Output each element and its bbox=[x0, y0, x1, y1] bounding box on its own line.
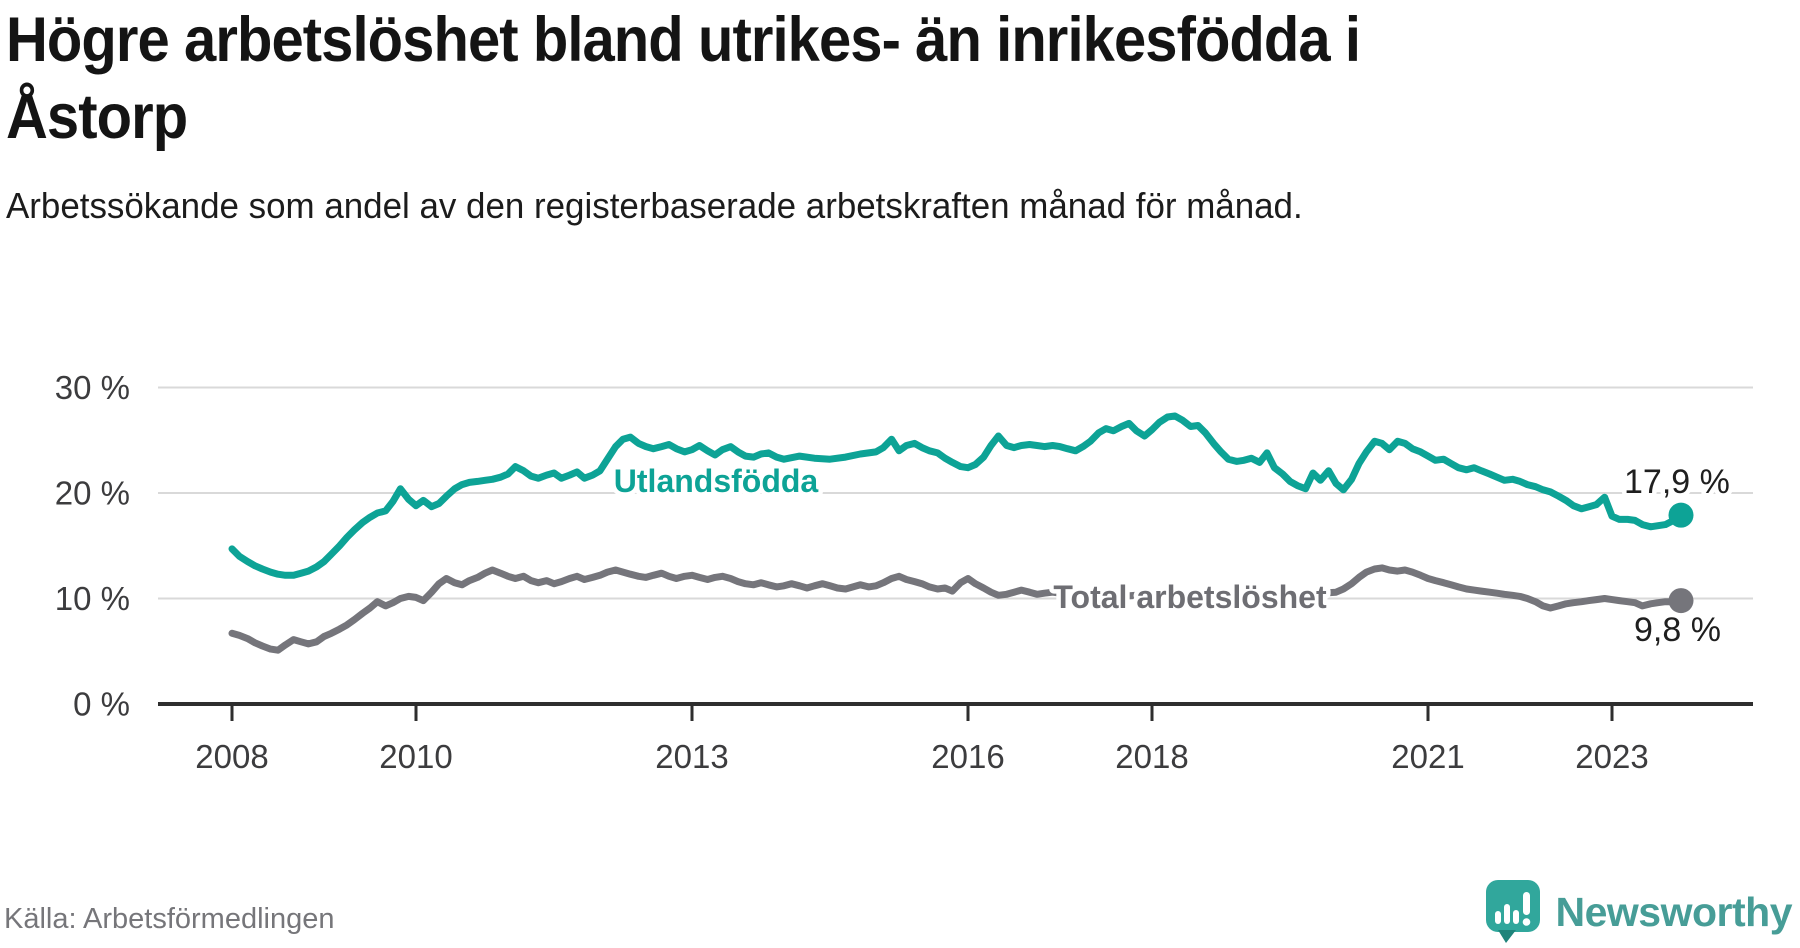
x-axis-tick-label: 2018 bbox=[1115, 738, 1188, 775]
line-utlandsfodda bbox=[228, 412, 1685, 579]
end-dot-utlandsfodda bbox=[1668, 502, 1694, 528]
x-axis-tick-label: 2010 bbox=[379, 738, 452, 775]
y-axis-tick-label: 30 % bbox=[55, 369, 130, 406]
end-value-label-total: 9,8 % bbox=[1634, 611, 1721, 649]
end-dot-total bbox=[1668, 588, 1694, 614]
source-note: Källa: Arbetsförmedlingen bbox=[4, 903, 335, 935]
line-total-arbetsloshet bbox=[228, 564, 1685, 654]
series-label-utlandsfodda: Utlandsfödda bbox=[614, 463, 819, 499]
page-subtitle: Arbetssökande som andel av den registerb… bbox=[6, 185, 1303, 226]
newsworthy-wordmark: Newsworthy bbox=[1555, 888, 1793, 935]
series-label-total-arbetsloshet: Total arbetslöshet bbox=[1053, 579, 1327, 615]
x-axis-tick-label: 2021 bbox=[1391, 738, 1464, 775]
end-value-label-utlandsfodda: 17,9 % bbox=[1624, 463, 1730, 501]
x-axis-tick-label: 2008 bbox=[195, 738, 268, 775]
x-axis-tick-label: 2013 bbox=[655, 738, 728, 775]
y-axis-tick-label: 0 % bbox=[73, 686, 130, 723]
x-axis-tick-label: 2023 bbox=[1575, 738, 1648, 775]
page-title: Högre arbetslöshet bland utrikes- än inr… bbox=[6, 5, 1361, 152]
newsworthy-logo-icon bbox=[1485, 880, 1540, 943]
y-axis-tick-label: 10 % bbox=[55, 580, 130, 617]
y-axis-tick-label: 20 % bbox=[55, 475, 130, 512]
newsworthy-brand: Newsworthy bbox=[1485, 880, 1793, 944]
x-axis-tick-label: 2016 bbox=[931, 738, 1004, 775]
